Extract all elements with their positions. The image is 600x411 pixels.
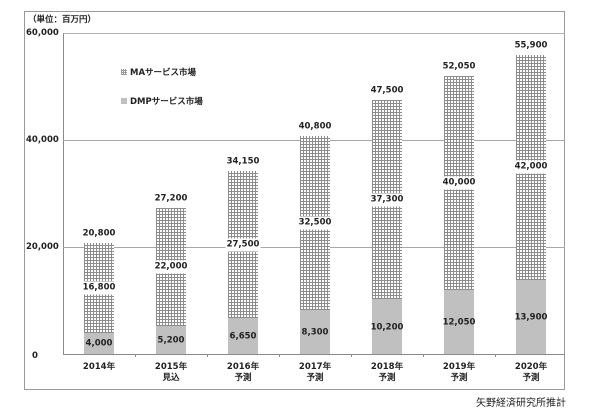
ma-value-label: 42,000 — [513, 160, 549, 174]
bar-dmp — [372, 299, 402, 354]
x-tick-mark — [207, 354, 208, 357]
dmp-value-label: 4,000 — [85, 338, 113, 349]
dmp-value-label: 5,200 — [157, 335, 185, 346]
ma-value-label: 16,800 — [81, 281, 117, 295]
source-note: 矢野経済研究所推計 — [476, 398, 566, 409]
dmp-value-label: 10,200 — [370, 322, 404, 333]
x-tick-mark — [279, 354, 280, 357]
total-value-label: 55,900 — [514, 40, 548, 51]
total-value-label: 20,800 — [82, 228, 116, 239]
x-tick-label: 2019年 予測 — [442, 362, 476, 383]
x-tick-label: 2015年 見込 — [154, 362, 188, 383]
bar-dmp — [228, 318, 258, 354]
legend-label-ma: MAサービス市場 — [130, 68, 197, 78]
x-tick-mark — [495, 354, 496, 357]
x-tick-label: 2020年 予測 — [514, 362, 548, 383]
dmp-value-label: 13,900 — [514, 312, 548, 323]
bar-dmp — [156, 326, 186, 354]
y-tick-label: 0 — [32, 351, 38, 361]
dmp-swatch-icon — [121, 98, 127, 104]
ma-value-label: 40,000 — [441, 176, 477, 190]
chart-frame — [24, 11, 565, 390]
x-tick-mark — [135, 354, 136, 357]
x-tick-mark — [423, 354, 424, 357]
ma-value-label: 37,300 — [369, 193, 405, 207]
total-value-label: 27,200 — [154, 193, 188, 204]
legend-item-dmp: DMPサービス市場 — [121, 95, 203, 107]
x-tick-mark — [351, 354, 352, 357]
total-value-label: 47,500 — [370, 85, 404, 96]
ma-swatch-icon — [121, 69, 127, 75]
x-tick-label: 2017年 予測 — [298, 362, 332, 383]
bar-dmp — [444, 289, 474, 354]
ma-value-label: 22,000 — [153, 260, 189, 274]
plot-area — [63, 33, 565, 354]
total-value-label: 52,050 — [442, 61, 476, 72]
dmp-value-label: 6,650 — [229, 331, 257, 342]
ma-value-label: 27,500 — [225, 238, 261, 252]
legend-item-ma: MAサービス市場 — [121, 66, 196, 78]
ma-value-label: 32,500 — [297, 216, 333, 230]
legend-label-dmp: DMPサービス市場 — [130, 97, 203, 107]
y-tick-label: 20,000 — [26, 242, 59, 252]
bar-dmp — [516, 279, 546, 354]
total-value-label: 34,150 — [226, 156, 260, 167]
dmp-value-label: 12,050 — [442, 317, 476, 328]
y-tick-label: 40,000 — [26, 135, 59, 145]
x-axis — [63, 354, 565, 355]
x-tick-label: 2014年 — [82, 362, 116, 372]
y-tick-label: 60,000 — [26, 28, 59, 38]
x-tick-label: 2018年 予測 — [370, 362, 404, 383]
bar-dmp — [300, 309, 330, 354]
total-value-label: 40,800 — [298, 121, 332, 132]
x-tick-label: 2016年 予測 — [226, 362, 260, 383]
unit-label: （単位：百万円） — [28, 15, 97, 25]
dmp-value-label: 8,300 — [301, 327, 329, 338]
bar-dmp — [84, 332, 114, 354]
